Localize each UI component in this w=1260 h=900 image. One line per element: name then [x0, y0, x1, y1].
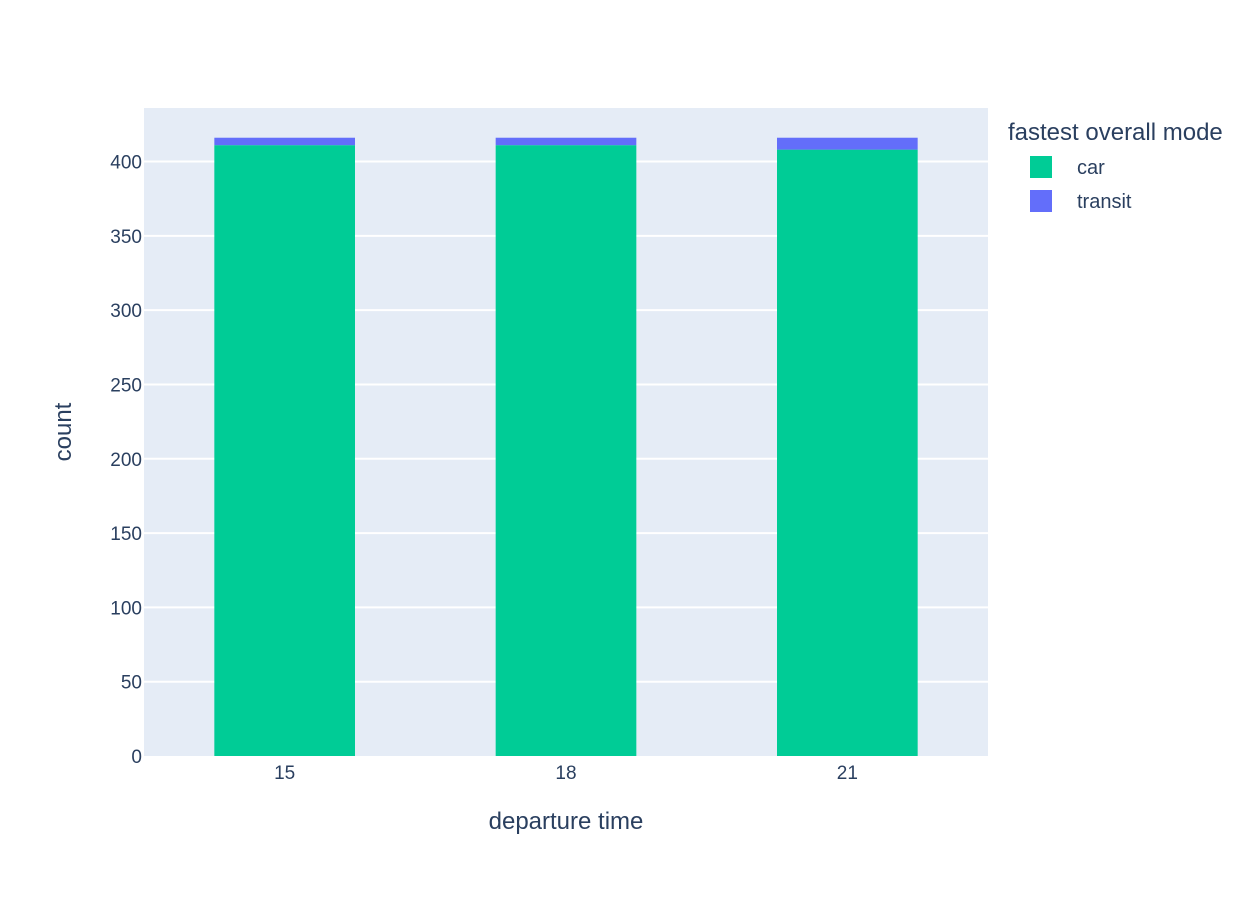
- x-tick-label: 18: [555, 763, 576, 784]
- bar-transit-18: [495, 137, 637, 146]
- y-axis-ticks: 0 50 100 150 200 250 300 350 400: [110, 153, 142, 768]
- bar-car-15: [214, 145, 355, 757]
- bar-transit-15: [214, 137, 355, 146]
- x-axis-ticks: 15 18 21: [274, 763, 858, 784]
- legend-swatch-car: [1030, 156, 1052, 178]
- bars: [214, 137, 918, 757]
- legend-swatch-transit: [1030, 190, 1052, 212]
- y-tick-label: 0: [131, 747, 142, 768]
- y-tick-label: 300: [110, 301, 142, 322]
- bar-car-18: [495, 145, 637, 757]
- x-tick-label: 21: [837, 763, 858, 784]
- y-tick-label: 250: [110, 375, 142, 396]
- y-tick-label: 200: [110, 450, 142, 471]
- y-tick-label: 100: [110, 598, 142, 619]
- y-tick-label: 50: [121, 673, 142, 694]
- x-axis-title: departure time: [489, 808, 644, 835]
- x-tick-label: 15: [274, 763, 295, 784]
- bar-car-21: [777, 149, 918, 756]
- legend-label-transit: transit: [1077, 191, 1132, 213]
- bar-transit-21: [777, 137, 918, 150]
- y-tick-label: 350: [110, 227, 142, 248]
- y-tick-label: 150: [110, 524, 142, 545]
- y-tick-label: 400: [110, 153, 142, 174]
- legend: fastest overall mode car transit: [1008, 119, 1223, 213]
- legend-label-car: car: [1077, 157, 1105, 179]
- y-axis-title: count: [50, 402, 77, 461]
- legend-title: fastest overall mode: [1008, 119, 1223, 146]
